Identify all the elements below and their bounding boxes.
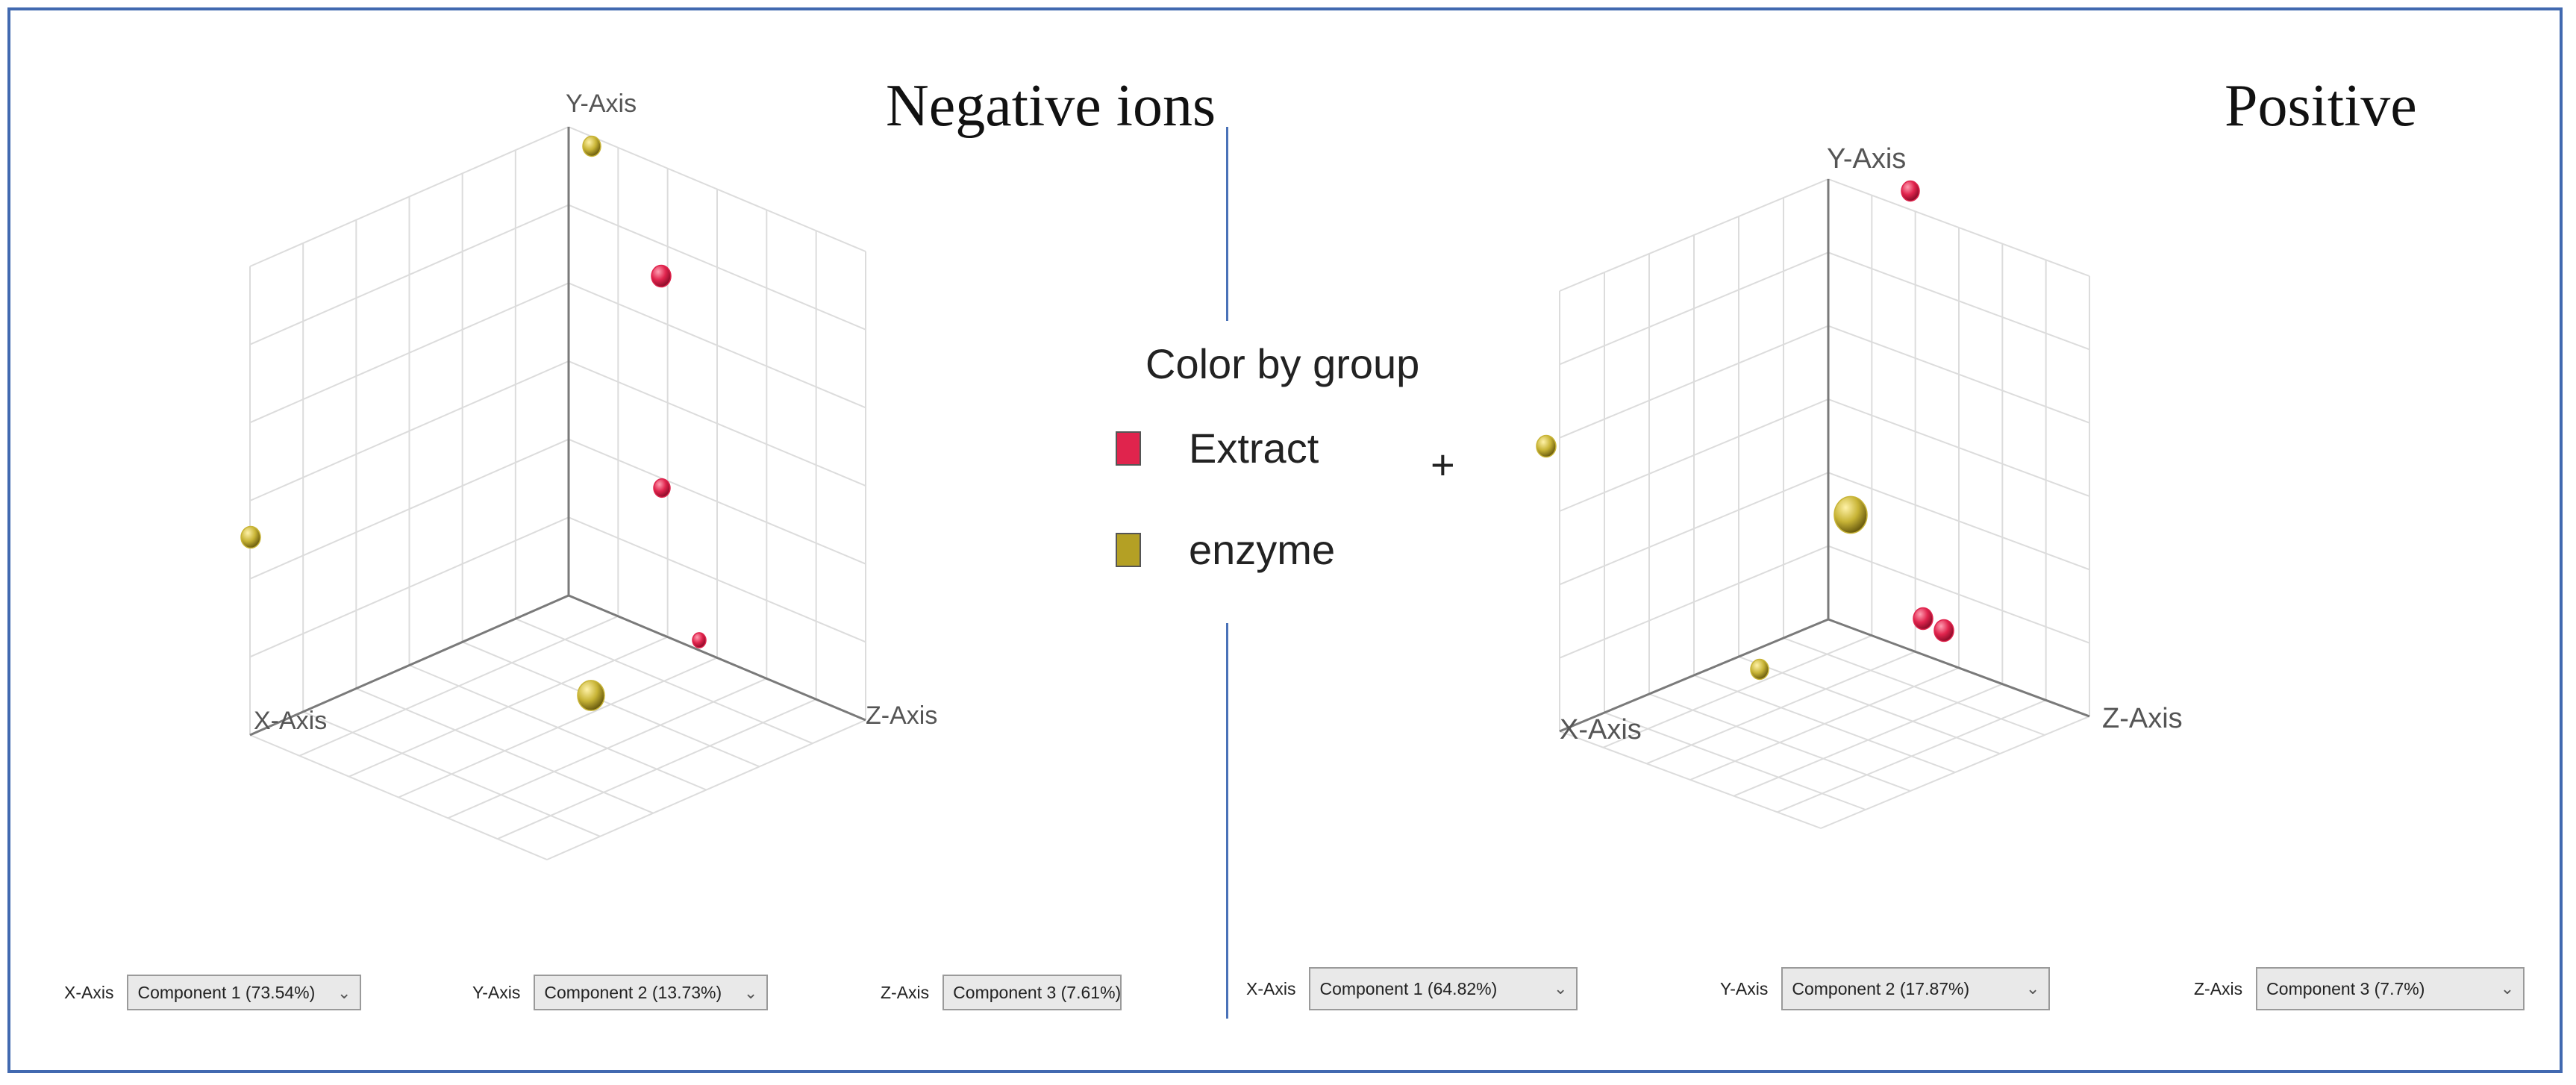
positive-ions-3d-plot[interactable]: X-Axis Y-Axis Z-Axis xyxy=(1507,127,2366,955)
pos-grid-line xyxy=(1820,716,2090,829)
pos-data-point-extract[interactable] xyxy=(1901,180,1920,202)
pos-y-axis-label: Y-Axis xyxy=(1720,978,1769,998)
neg-grid-line xyxy=(249,734,548,860)
pos-z-axis-line xyxy=(1828,618,2090,718)
neg-grid-line xyxy=(398,657,718,798)
neg-grid-line xyxy=(355,687,654,814)
pos-y-axis-control: Y-Axis Component 2 (17.87%) ⌄ xyxy=(1720,967,2051,1010)
neg-x-axis-line xyxy=(249,594,569,737)
neg-data-point-enzyme[interactable] xyxy=(240,525,261,549)
legend-swatch-enzyme xyxy=(1116,532,1141,567)
chevron-down-icon: ⌄ xyxy=(337,984,351,1002)
pos-y-axis-value: Component 2 (17.87%) xyxy=(1792,978,1970,998)
pos-grid-line xyxy=(1559,731,1822,829)
neg-z-axis-title: Z-Axis xyxy=(866,701,937,730)
legend-item-enzyme: enzyme xyxy=(1116,525,1335,574)
legend-label-enzyme: enzyme xyxy=(1189,526,1336,573)
chevron-down-icon: ⌄ xyxy=(2500,979,2515,998)
neg-x-axis-select[interactable]: Component 1 (73.54%) ⌄ xyxy=(127,975,362,1010)
neg-y-axis-control: Y-Axis Component 2 (13.73%) ⌄ xyxy=(472,975,769,1010)
pos-z-axis-select[interactable]: Component 3 (7.7%) ⌄ xyxy=(2256,967,2525,1010)
pos-x-axis-select[interactable]: Component 1 (64.82%) ⌄ xyxy=(1309,967,1578,1010)
pos-x-axis-label: X-Axis xyxy=(1246,978,1296,998)
neg-z-axis-label: Z-Axis xyxy=(881,982,930,1002)
pos-z-axis-value: Component 3 (7.7%) xyxy=(2266,978,2425,998)
pos-y-axis-select[interactable]: Component 2 (17.87%) ⌄ xyxy=(1781,967,2051,1010)
neg-z-axis-select[interactable]: Component 3 (7.61%) xyxy=(942,975,1122,1010)
panel-divider-top xyxy=(1226,127,1228,321)
neg-data-point-extract[interactable] xyxy=(651,264,672,288)
neg-data-point-enzyme[interactable] xyxy=(577,680,605,711)
neg-z-axis-value: Component 3 (7.61%) xyxy=(953,982,1122,1002)
legend-label-extract: Extract xyxy=(1189,425,1319,472)
legend-title: Color by group xyxy=(1145,340,1420,387)
pos-x-axis-line xyxy=(1559,618,1829,733)
pos-grid-line xyxy=(1777,699,2047,813)
pos-grid-line xyxy=(1559,251,1829,366)
pos-z-axis-title: Z-Axis xyxy=(2102,703,2183,734)
neg-grid-line xyxy=(249,126,569,267)
pos-x-axis-control: X-Axis Component 1 (64.82%) ⌄ xyxy=(1246,967,1578,1010)
neg-grid xyxy=(249,126,866,860)
neg-grid-line xyxy=(302,710,601,837)
neg-y-axis-value: Component 2 (13.73%) xyxy=(544,982,722,1002)
neg-data-point-extract[interactable] xyxy=(692,632,707,648)
pos-x-axis-value: Component 1 (64.82%) xyxy=(1319,978,1498,998)
neg-z-axis-line xyxy=(568,594,866,722)
neg-grid-line xyxy=(497,698,817,840)
neg-x-axis-title: X-Axis xyxy=(254,707,327,735)
plus-sign: + xyxy=(1431,441,1455,488)
neg-z-axis-control: Z-Axis Component 3 (7.61%) xyxy=(881,975,1122,1010)
neg-grid-line xyxy=(568,204,866,331)
pos-data-point-enzyme[interactable] xyxy=(1750,658,1769,681)
neg-data-point-extract[interactable] xyxy=(653,478,671,498)
neg-x-axis-value: Component 1 (73.54%) xyxy=(137,982,316,1002)
figure-frame xyxy=(7,7,2563,1073)
pos-x-axis-title: X-Axis xyxy=(1560,714,1642,745)
pos-z-axis-control: Z-Axis Component 3 (7.7%) ⌄ xyxy=(2194,967,2525,1010)
pos-grid-line xyxy=(1828,251,2090,351)
legend-swatch-extract xyxy=(1116,431,1141,466)
negative-ions-title: Negative ions xyxy=(886,73,1216,139)
neg-grid-line xyxy=(447,678,767,819)
chevron-down-icon: ⌄ xyxy=(743,984,758,1002)
neg-y-axis-select[interactable]: Component 2 (13.73%) ⌄ xyxy=(534,975,769,1010)
chevron-down-icon: ⌄ xyxy=(2025,979,2040,998)
negative-ions-3d-plot[interactable]: X-Axis Y-Axis Z-Axis xyxy=(187,75,1157,933)
neg-x-axis-label: X-Axis xyxy=(64,982,114,1002)
pos-z-axis-label: Z-Axis xyxy=(2194,978,2243,998)
neg-grid-line xyxy=(249,204,569,345)
neg-x-axis-control: X-Axis Component 1 (73.54%) ⌄ xyxy=(64,975,362,1010)
pos-data-point-extract[interactable] xyxy=(1933,619,1954,642)
neg-data-point-enzyme[interactable] xyxy=(582,135,601,157)
positive-ions-title: Positive xyxy=(2225,73,2417,139)
pos-grid-line xyxy=(1559,178,1829,292)
neg-grid-line xyxy=(568,126,866,252)
neg-grid-line xyxy=(546,719,866,860)
pos-data-point-enzyme[interactable] xyxy=(1833,495,1868,534)
panel-divider-bottom xyxy=(1226,623,1228,1019)
pos-data-point-extract[interactable] xyxy=(1913,607,1933,631)
neg-y-axis-title: Y-Axis xyxy=(566,90,637,118)
neg-y-axis-label: Y-Axis xyxy=(472,982,521,1002)
chevron-down-icon: ⌄ xyxy=(1554,979,1568,998)
pos-data-point-enzyme[interactable] xyxy=(1536,434,1557,458)
legend-item-extract: Extract xyxy=(1116,424,1319,472)
pos-y-axis-title: Y-Axis xyxy=(1827,143,1906,175)
pos-grid-line xyxy=(1828,178,2090,277)
